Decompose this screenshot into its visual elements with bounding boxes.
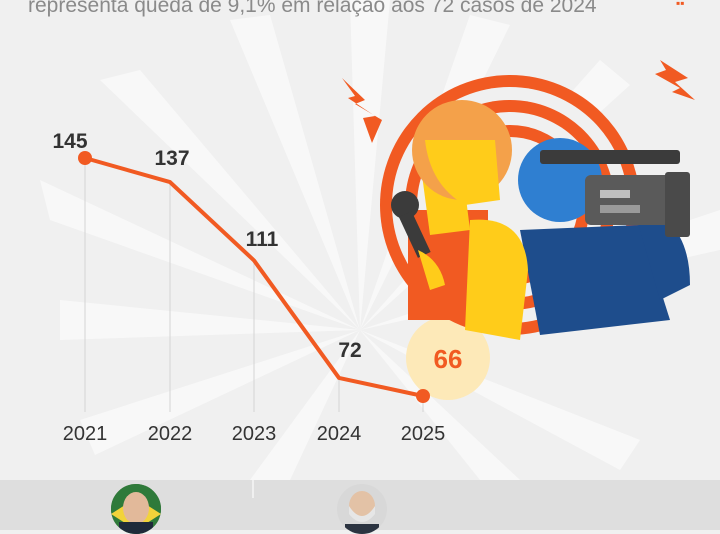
data-label: 145 [52,130,87,153]
lightning-bolt-icon [342,78,382,143]
journalists-illustration [342,60,695,340]
data-label: 72 [338,339,361,362]
data-labels: 145 137 111 72 66 [52,130,462,374]
highlight-circle [406,316,490,400]
series-line [83,156,425,398]
data-label: 111 [246,228,279,251]
data-points [78,151,430,403]
x-tick-label: 2025 [401,423,446,445]
data-point [78,151,92,165]
x-tick-label: 2022 [148,423,193,445]
data-label: 66 [434,344,463,374]
data-point [416,389,430,403]
microphone-icon [391,191,431,258]
line-chart: 145 137 111 72 66 2021 2022 2023 2024 2025 [52,130,490,445]
lightning-bolt-icon [655,60,695,100]
x-tick-label: 2024 [317,423,362,445]
avatar [111,484,161,534]
data-label: 137 [154,147,189,170]
x-tick-label: 2023 [232,423,277,445]
chart-subtitle: representa queda de 9,1% em relação aos … [28,0,597,17]
x-tick-label: 2021 [63,423,108,445]
x-tick-labels: 2021 2022 2023 2024 2025 [63,423,446,445]
avatar [337,484,387,534]
grid-lines [84,158,424,412]
footer-divider [252,480,254,498]
